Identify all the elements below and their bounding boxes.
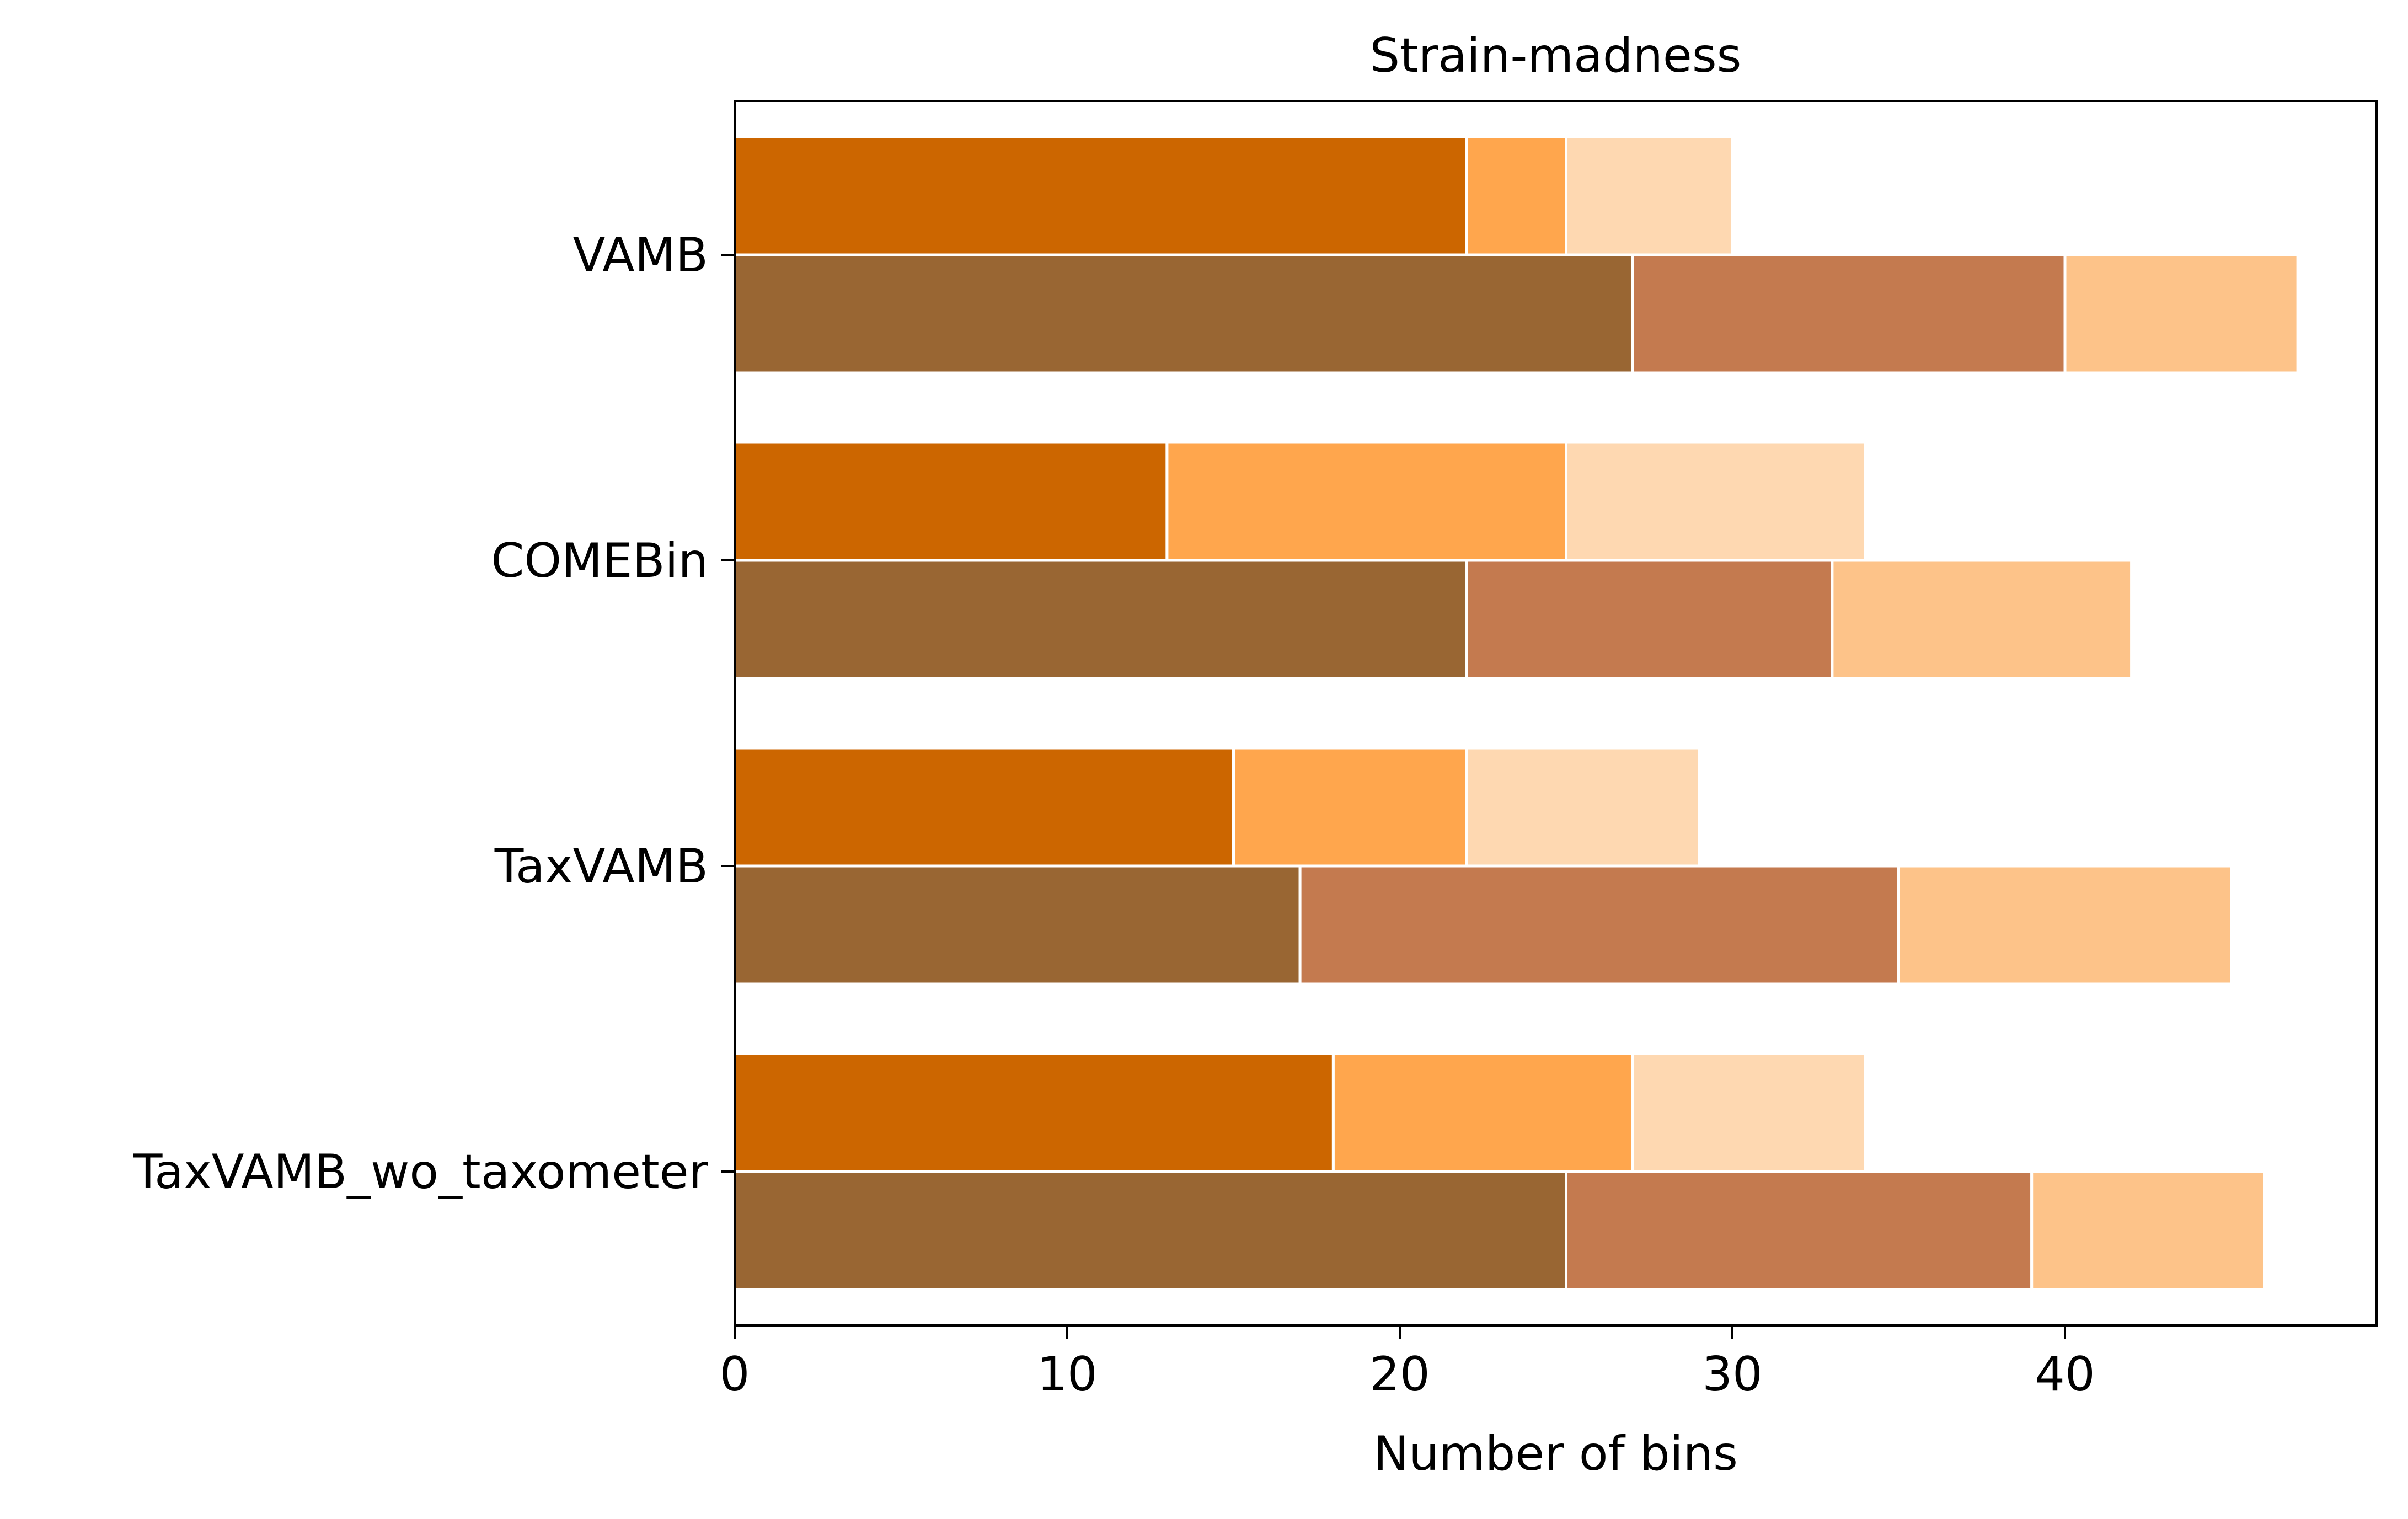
bar-segment-upper-2 — [1165, 441, 1567, 562]
y-tick-label: TaxVAMB — [494, 839, 708, 894]
y-axis: VAMB COMEBin TaxVAMB TaxVAMB_wo_taxometer — [133, 228, 735, 1200]
bar-segment-lower-3 — [2030, 1170, 2266, 1291]
x-tick-label: 0 — [720, 1347, 750, 1402]
bar-segment-upper-2 — [1331, 1052, 1634, 1173]
plot-frame — [734, 100, 2378, 1327]
bar-segment-lower-2 — [1298, 864, 1901, 986]
bar-segment-lower-3 — [2063, 253, 2299, 375]
x-tick-label: 10 — [1037, 1347, 1097, 1402]
bars-layer — [733, 135, 2299, 1291]
bar-segment-upper-3 — [1465, 746, 1701, 868]
bar-segment-lower-1 — [733, 864, 1302, 986]
bar-segment-lower-3 — [1831, 559, 2133, 680]
bar-segment-lower-1 — [733, 1170, 1567, 1291]
bar-segment-lower-2 — [1631, 253, 2067, 375]
bar-segment-upper-3 — [1565, 135, 1734, 256]
bar-segment-upper-2 — [1232, 746, 1468, 868]
bar-segment-upper-3 — [1565, 441, 1867, 562]
bar-segment-upper-1 — [733, 135, 1468, 256]
y-tick-label: TaxVAMB_wo_taxometer — [133, 1144, 709, 1200]
bar-segment-upper-1 — [733, 746, 1235, 868]
x-axis-label: Number of bins — [1373, 1426, 1738, 1481]
bar-segment-upper-1 — [733, 441, 1169, 562]
chart-title: Strain-madness — [1370, 28, 1742, 83]
bar-segment-upper-1 — [733, 1052, 1335, 1173]
bar-segment-lower-2 — [1565, 1170, 2034, 1291]
y-tick-label: VAMB — [573, 228, 708, 283]
x-tick-label: 20 — [1369, 1347, 1430, 1402]
bar-segment-lower-2 — [1465, 559, 1834, 680]
y-tick-label: COMEBin — [491, 533, 708, 589]
bar-segment-upper-2 — [1465, 135, 1568, 256]
bar-segment-lower-3 — [1897, 864, 2233, 986]
x-tick-label: 40 — [2035, 1347, 2095, 1402]
x-tick-label: 30 — [1702, 1347, 1762, 1402]
bar-segment-upper-3 — [1631, 1052, 1867, 1173]
bar-segment-lower-1 — [733, 559, 1468, 680]
x-axis: 0 10 20 30 40 — [720, 1325, 2095, 1402]
bar-segment-lower-1 — [733, 253, 1634, 375]
